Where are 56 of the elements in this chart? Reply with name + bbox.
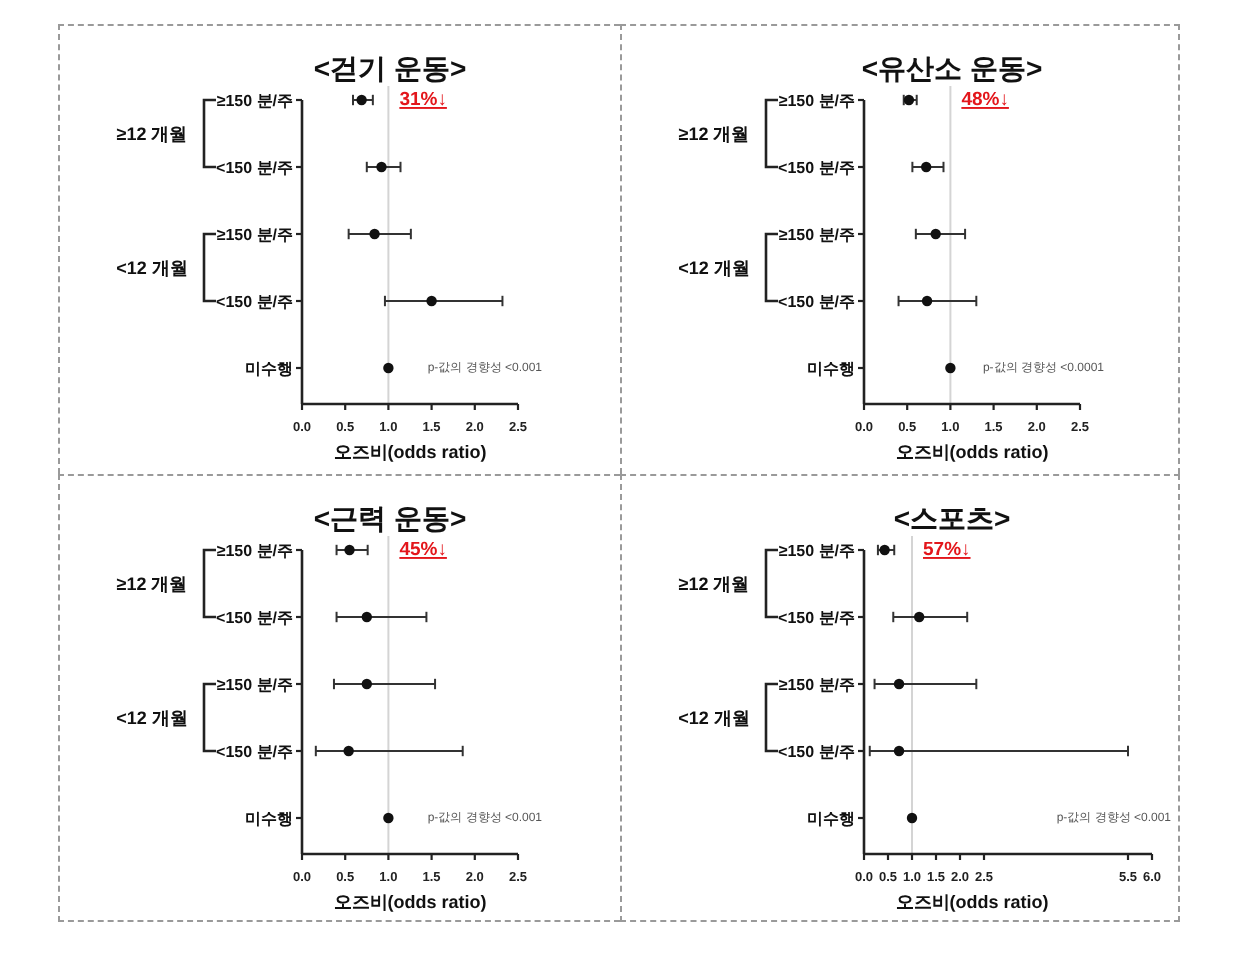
text: ≥12 개월: [116, 123, 188, 144]
y-tick-label: ≥150 분/주: [216, 225, 293, 244]
y-tick-label: 미수행: [806, 808, 854, 827]
point: [383, 362, 394, 374]
y-tick-label: ≥150 분/주: [216, 91, 293, 110]
y-tick-label: ≥150 분/주: [777, 225, 854, 244]
point: [426, 295, 437, 307]
text: ≥12 개월: [677, 123, 749, 144]
point: [361, 677, 372, 689]
text: <12 개월: [677, 706, 749, 727]
annotation: 45%↓: [399, 538, 447, 560]
annotation: 31%↓: [399, 89, 447, 111]
y-tick-label: 미수행: [806, 359, 854, 378]
text: ≥12 개월: [116, 572, 188, 593]
point: [343, 744, 354, 756]
y-tick-label: ≥150 분/주: [777, 674, 854, 693]
point: [929, 228, 940, 240]
y-tick-label: <150 분/주: [216, 607, 293, 626]
point: [920, 161, 931, 173]
annotation: 48%↓: [960, 89, 1008, 111]
point: [878, 543, 889, 555]
text: <12 개월: [116, 706, 188, 727]
annotation: 57%↓: [922, 538, 970, 560]
y-tick-label: <150 분/주: [216, 292, 293, 311]
y-tick-label: <150 분/주: [216, 158, 293, 177]
chart-title: <근력 운동>: [313, 501, 467, 533]
chart-title: <유산소 운동>: [860, 52, 1042, 84]
y-tick-label: <150 분/주: [216, 741, 293, 760]
point: [356, 94, 367, 106]
point: [944, 362, 955, 374]
point: [383, 811, 394, 823]
x-axis-title: 오즈비(odds ratio): [333, 891, 487, 911]
point: [913, 610, 924, 622]
y-tick-label: <150 분/주: [777, 607, 854, 626]
point: [369, 228, 380, 240]
y-tick-label: 미수행: [245, 808, 293, 827]
x-axis-title: 오즈비(odds ratio): [894, 442, 1048, 462]
y-tick-label: ≥150 분/주: [777, 91, 854, 110]
y-tick-label: <150 분/주: [777, 741, 854, 760]
y-tick-label: ≥150 분/주: [777, 540, 854, 559]
point: [905, 811, 917, 823]
y-tick-label: 미수행: [245, 359, 293, 378]
x-axis-title: 오즈비(odds ratio): [894, 891, 1048, 911]
text: ≥12 개월: [677, 572, 749, 593]
x-axis-title: 오즈비(odds ratio): [333, 442, 487, 462]
y-tick-label: <150 분/주: [777, 158, 854, 177]
point: [344, 543, 355, 555]
text: <12 개월: [116, 257, 188, 278]
chart-title: <스포츠>: [892, 501, 1010, 533]
chart-title: <걷기 운동>: [313, 52, 467, 84]
y-tick-label: <150 분/주: [777, 292, 854, 311]
point: [361, 610, 372, 622]
y-tick-label: ≥150 분/주: [216, 674, 293, 693]
text: <12 개월: [677, 257, 749, 278]
point: [376, 161, 387, 173]
y-tick-label: ≥150 분/주: [216, 540, 293, 559]
